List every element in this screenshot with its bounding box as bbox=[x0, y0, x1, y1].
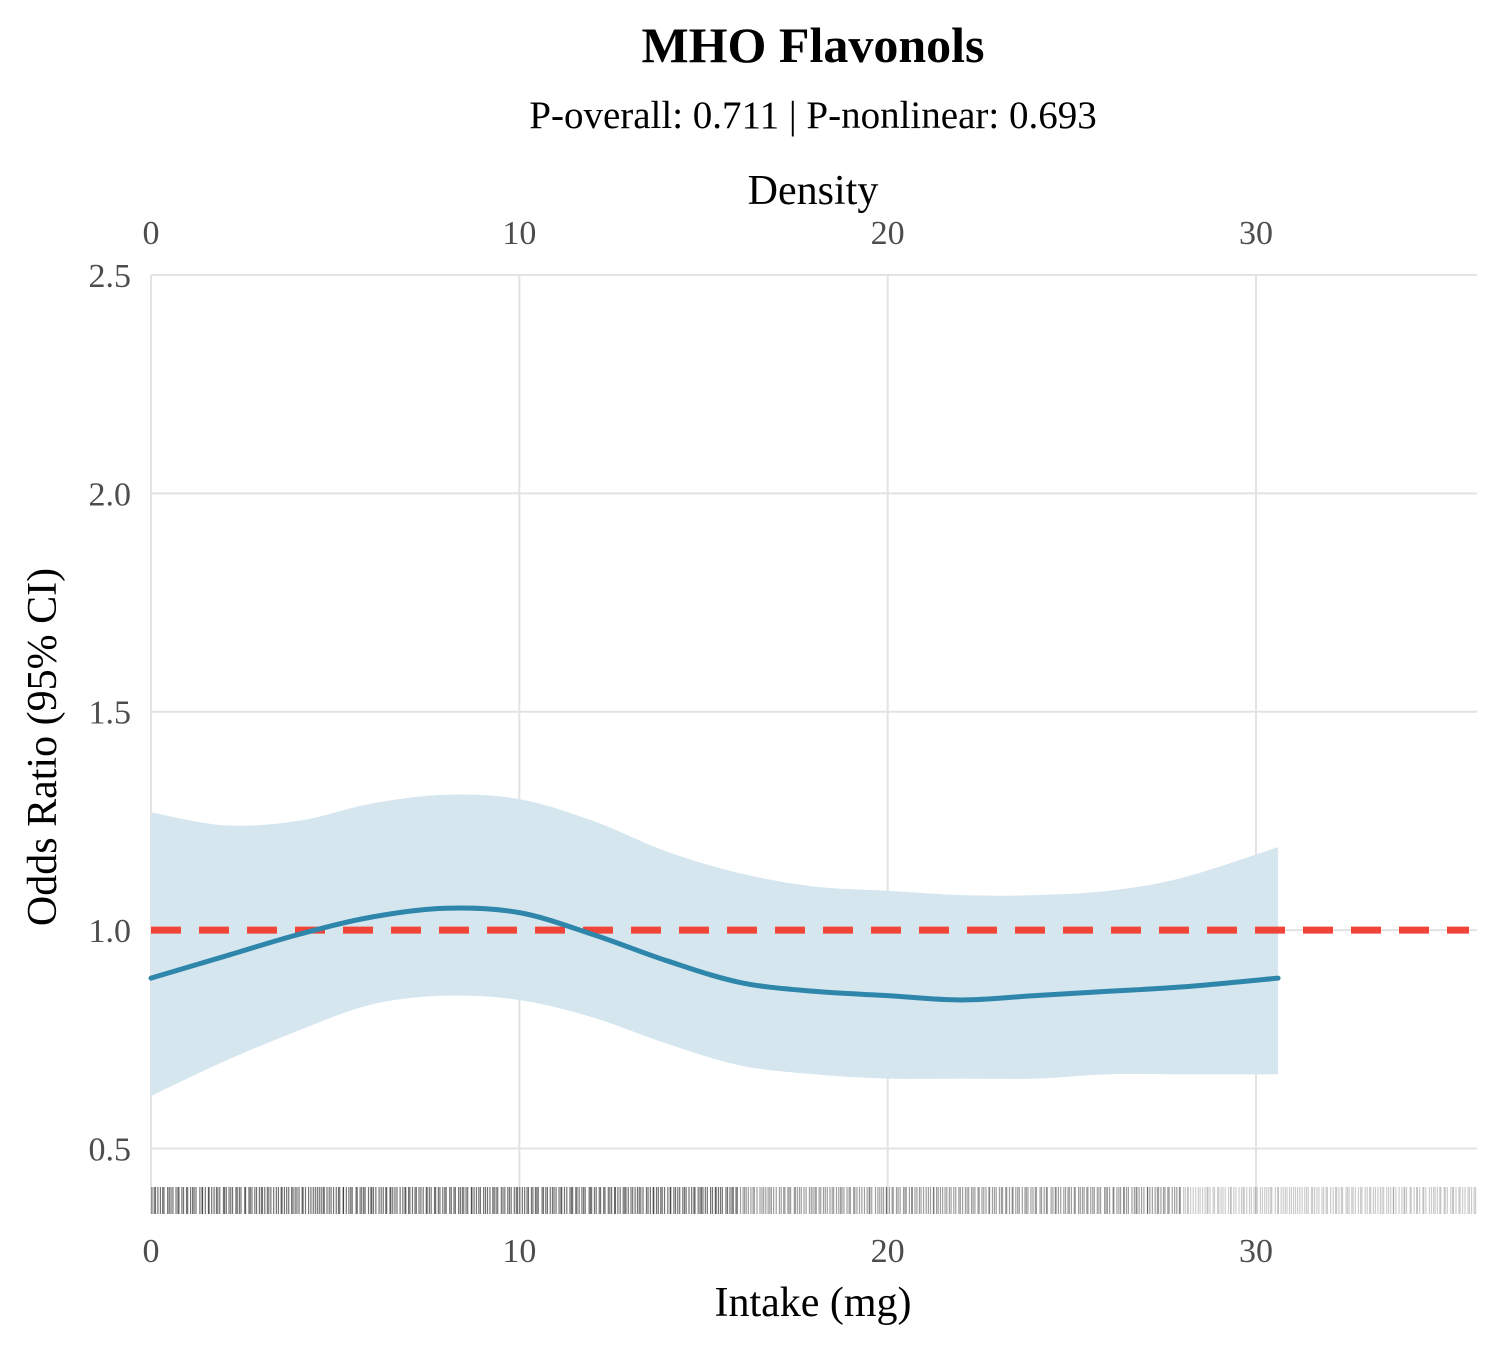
y-tick-label-3: 2.0 bbox=[89, 476, 132, 513]
top-tick-label-3: 30 bbox=[1239, 215, 1273, 252]
top-tick-label-0: 0 bbox=[143, 215, 160, 252]
top-tick-label-1: 10 bbox=[502, 215, 536, 252]
x-tick-label-0: 0 bbox=[143, 1233, 160, 1270]
chart-title: MHO Flavonols bbox=[641, 17, 984, 73]
y-tick-label-2: 1.5 bbox=[89, 695, 132, 732]
x-tick-label-1: 10 bbox=[502, 1233, 536, 1270]
rug-plot bbox=[151, 1187, 1477, 1214]
tick-labels: 0.5 1.0 1.5 2.0 2.5 0 0 10 10 20 20 30 30 bbox=[89, 215, 1274, 1270]
top-tick-label-2: 20 bbox=[871, 215, 905, 252]
y-tick-label-0: 0.5 bbox=[89, 1131, 132, 1168]
confidence-band-0 bbox=[151, 794, 1279, 1097]
series-line-0 bbox=[148, 905, 1281, 1003]
top-axis-title: Density bbox=[748, 168, 879, 214]
chart-subtitle: P-overall: 0.711 | P-nonlinear: 0.693 bbox=[529, 94, 1096, 137]
y-axis-title: Odds Ratio (95% CI) bbox=[20, 568, 66, 926]
x-tick-label-2: 20 bbox=[871, 1233, 905, 1270]
y-tick-label-4: 2.5 bbox=[89, 258, 132, 295]
series-line-layer bbox=[148, 905, 1281, 1003]
x-axis-title: Intake (mg) bbox=[714, 1280, 911, 1326]
x-tick-label-3: 30 bbox=[1239, 1233, 1273, 1270]
confidence-band-layer bbox=[151, 794, 1279, 1097]
y-tick-label-1: 1.0 bbox=[89, 913, 132, 950]
